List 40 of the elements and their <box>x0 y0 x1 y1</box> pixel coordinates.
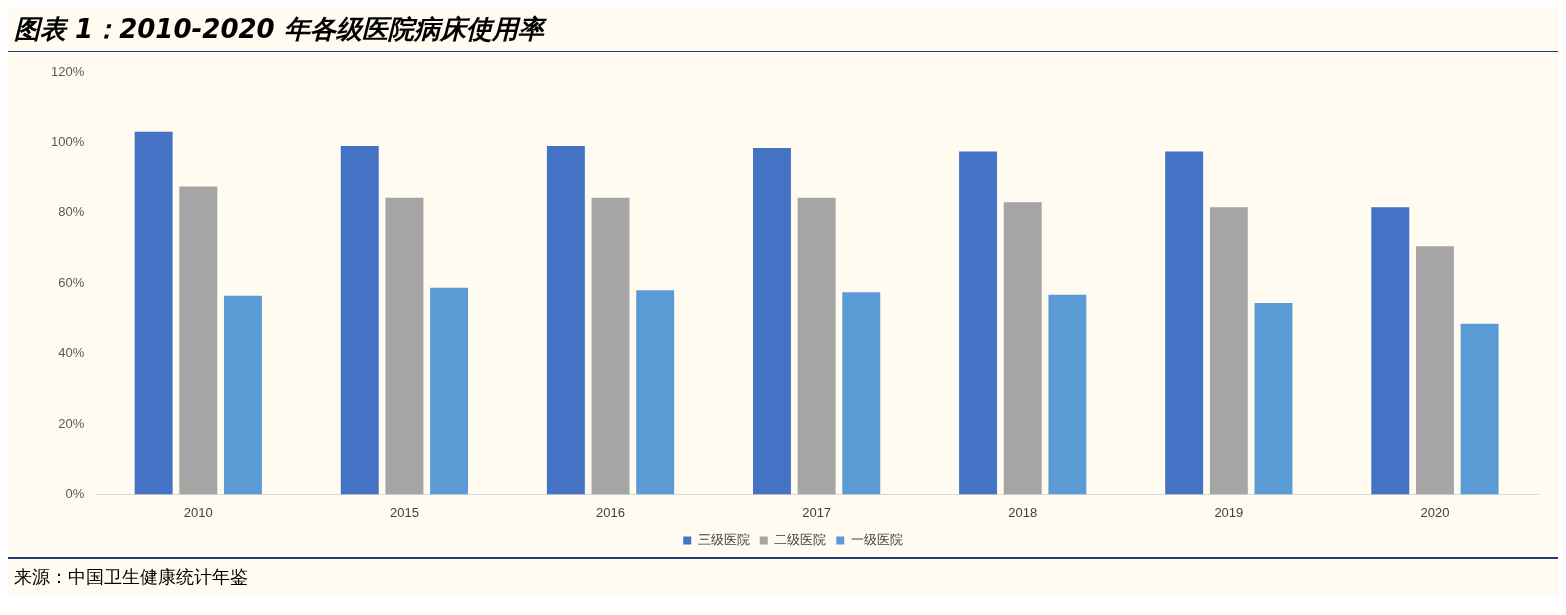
bar <box>546 145 585 495</box>
bar <box>1460 323 1499 495</box>
bar <box>1254 302 1293 495</box>
x-tick-label: 2020 <box>1420 504 1450 520</box>
legend-label: 二级医院 <box>774 531 827 547</box>
y-tick-label: 60% <box>58 274 85 290</box>
bar <box>797 197 836 495</box>
bar <box>1209 207 1248 495</box>
legend-label: 三级医院 <box>697 531 750 547</box>
bar <box>134 131 173 495</box>
x-tick-label: 2016 <box>596 504 625 520</box>
bar <box>1048 294 1087 495</box>
bar <box>959 151 998 495</box>
x-tick-label: 2010 <box>183 504 213 520</box>
bar <box>1415 246 1454 495</box>
y-tick-label: 20% <box>58 415 85 431</box>
bar <box>223 295 262 495</box>
y-tick-label: 80% <box>58 204 85 220</box>
x-tick-label: 2019 <box>1214 504 1244 520</box>
y-tick-label: 0% <box>65 485 85 501</box>
bar <box>1003 202 1042 495</box>
bar <box>1371 207 1410 495</box>
source-note: 来源：中国卫生健康统计年鉴 <box>14 565 249 589</box>
legend-label: 一级医院 <box>850 531 903 547</box>
x-tick-label: 2015 <box>389 504 419 520</box>
bar <box>179 186 218 495</box>
bar <box>636 290 675 495</box>
chart-title: 图表 1：2010-2020 年各级医院病床使用率 <box>8 8 1558 52</box>
bar <box>1165 151 1204 495</box>
bar <box>752 148 791 495</box>
y-tick-label: 40% <box>58 345 85 361</box>
bar <box>591 197 630 495</box>
y-tick-label: 120% <box>51 63 85 79</box>
x-tick-label: 2018 <box>1008 504 1038 520</box>
bar <box>842 292 881 495</box>
bar <box>430 287 469 495</box>
bar <box>340 145 379 495</box>
y-tick-label: 100% <box>51 133 85 149</box>
x-tick-label: 2017 <box>802 504 832 520</box>
bar <box>385 197 424 495</box>
